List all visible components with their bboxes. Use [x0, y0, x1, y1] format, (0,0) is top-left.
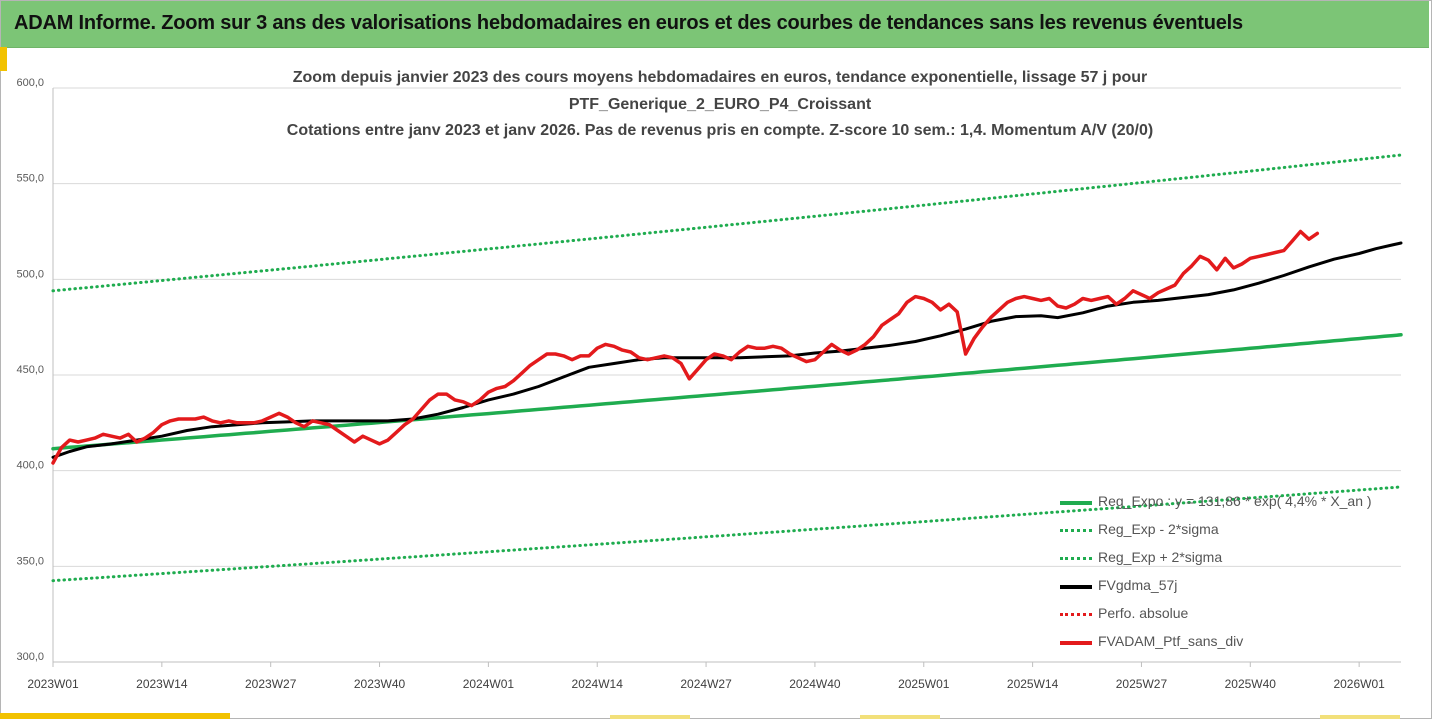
legend-swatch [1060, 613, 1092, 616]
chart-title-line-3: Cotations entre janv 2023 et janv 2026. … [286, 122, 1154, 139]
chart-legend: Reg_Expo : y = 131,86 * exp( 4,4% * X_an… [1057, 488, 1387, 656]
accent-bar-left [0, 47, 7, 71]
legend-label: Reg_Expo : y = 131,86 * exp( 4,4% * X_an… [1098, 493, 1372, 509]
x-tick-label: 2023W40 [354, 677, 406, 691]
x-tick-label: 2023W14 [136, 677, 188, 691]
y-tick-label: 400,0 [16, 460, 44, 472]
x-tick-label: 2023W01 [27, 677, 79, 691]
x-tick-label: 2023W27 [245, 677, 297, 691]
legend-swatch [1060, 641, 1092, 645]
legend-label: FVgdma_57j [1098, 577, 1178, 593]
legend-item: Reg_Exp - 2*sigma [1057, 516, 1387, 544]
accent-bar-bottom-right [1320, 715, 1400, 719]
legend-label: Reg_Exp + 2*sigma [1098, 549, 1223, 565]
accent-bar-bottom-mid-1 [610, 715, 690, 719]
x-tick-label: 2025W14 [1007, 677, 1059, 691]
y-tick-label: 600,0 [16, 77, 44, 89]
legend-swatch [1060, 529, 1092, 532]
x-tick-label: 2024W14 [572, 677, 624, 691]
legend-swatch [1060, 557, 1092, 560]
chart-title-line-1: Zoom depuis janvier 2023 des cours moyen… [292, 69, 1148, 86]
series-line-reg-expo-y-131-86-exp-4-4-x-an [51, 333, 1403, 451]
y-tick-label: 300,0 [16, 651, 44, 663]
legend-item: Perfo. absolue [1057, 600, 1387, 628]
series-line-fvadam-ptf-sans-div [51, 229, 1320, 465]
x-tick-label: 2025W40 [1225, 677, 1277, 691]
y-tick-label: 450,0 [16, 364, 44, 376]
banner-title: ADAM Informe. Zoom sur 3 ans des valoris… [14, 12, 1243, 34]
y-tick-label: 500,0 [16, 268, 44, 280]
header-banner: ADAM Informe. Zoom sur 3 ans des valoris… [1, 1, 1429, 48]
y-tick-label: 550,0 [16, 173, 44, 185]
chart-title: Zoom depuis janvier 2023 des cours moyen… [200, 65, 1240, 145]
legend-item: FVADAM_Ptf_sans_div [1057, 628, 1387, 656]
x-tick-label: 2026W01 [1333, 677, 1385, 691]
legend-item: Reg_Expo : y = 131,86 * exp( 4,4% * X_an… [1057, 488, 1387, 516]
x-tick-label: 2025W27 [1116, 677, 1168, 691]
x-tick-label: 2024W40 [789, 677, 841, 691]
accent-bar-bottom-mid-2 [860, 715, 940, 719]
legend-item: Reg_Exp + 2*sigma [1057, 544, 1387, 572]
series-line-reg-exp-2-sigma [51, 153, 1403, 293]
legend-swatch [1060, 585, 1092, 589]
legend-label: FVADAM_Ptf_sans_div [1098, 633, 1244, 649]
chart-title-line-2: PTF_Generique_2_EURO_P4_Croissant [568, 95, 872, 113]
series-line-reg-exp-2-sigma [51, 485, 1403, 583]
legend-label: Perfo. absolue [1098, 605, 1189, 621]
x-tick-label: 2025W01 [898, 677, 950, 691]
legend-item: FVgdma_57j [1057, 572, 1387, 600]
y-tick-label: 350,0 [16, 555, 44, 567]
accent-bar-bottom [0, 713, 230, 719]
series-line-fvgdma-57j [51, 241, 1403, 459]
x-tick-label: 2024W01 [463, 677, 515, 691]
legend-label: Reg_Exp - 2*sigma [1098, 521, 1219, 537]
x-tick-label: 2024W27 [680, 677, 732, 691]
legend-swatch [1060, 501, 1092, 505]
